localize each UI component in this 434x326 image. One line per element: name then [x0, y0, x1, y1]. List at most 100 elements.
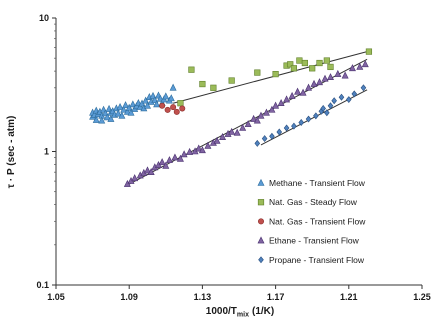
data-point: [144, 101, 151, 109]
data-point: [283, 95, 291, 103]
data-point: [120, 105, 128, 113]
x-axis-title-unit: (1/K): [252, 306, 274, 317]
x-tick-label: 1.25: [413, 292, 431, 302]
x-axis-title: 1000/Tmix (1/K): [206, 306, 274, 319]
x-axis-title-main: 1000/T: [206, 306, 237, 317]
data-point: [165, 156, 173, 164]
data-point: [338, 93, 345, 101]
data-point: [228, 77, 235, 84]
data-point: [331, 97, 337, 105]
data-point: [323, 57, 330, 64]
legend-label: Propane - Transient Flow: [269, 255, 365, 265]
data-point: [324, 109, 330, 117]
data-point: [253, 116, 261, 124]
y-axis-ticks: 0.1 1 10: [36, 13, 56, 290]
data-point: [305, 83, 313, 91]
data-point: [171, 153, 179, 161]
legend-label: Nat. Gas - Transient Flow: [269, 216, 366, 226]
data-point: [170, 104, 177, 111]
data-point: [276, 128, 283, 136]
data-point: [228, 127, 236, 135]
y-tick-label: 10: [39, 13, 49, 23]
data-point: [195, 144, 203, 152]
x-tick-label: 1.09: [120, 292, 138, 302]
data-point: [291, 122, 297, 130]
data-point: [254, 69, 261, 76]
data-point: [162, 92, 170, 100]
data-point: [327, 102, 334, 110]
data-point: [162, 161, 170, 169]
data-point: [321, 74, 329, 82]
data-point: [361, 60, 369, 68]
data-point: [198, 146, 206, 154]
data-point: [131, 174, 139, 182]
data-point: [188, 66, 195, 73]
data-point: [210, 84, 217, 91]
data-point: [244, 120, 252, 128]
data-point: [204, 141, 212, 149]
data-point: [360, 84, 367, 92]
data-point: [158, 158, 166, 166]
data-point: [327, 73, 334, 81]
data-point: [283, 124, 290, 132]
data-point: [346, 96, 352, 104]
data-point: [129, 100, 137, 108]
y-tick-label: 0.1: [36, 280, 49, 290]
legend-marker: [257, 178, 265, 186]
data-point: [348, 64, 356, 72]
data-point: [365, 48, 373, 55]
data-point: [356, 62, 364, 70]
data-point: [118, 111, 126, 119]
data-point: [180, 150, 188, 158]
data-point: [103, 113, 111, 121]
legend-label: Nat. Gas - Steady Flow: [269, 197, 358, 207]
data-point: [169, 83, 177, 91]
data-point: [288, 91, 296, 99]
data-point: [294, 87, 302, 95]
data-point: [299, 88, 307, 96]
data-point: [136, 102, 144, 110]
data-point: [177, 100, 184, 107]
data-point: [114, 109, 122, 117]
x-tick-label: 1.17: [267, 292, 285, 302]
data-point: [173, 108, 180, 115]
data-point: [250, 114, 258, 122]
x-axis-title-subscript: mix: [237, 312, 249, 319]
data-point: [144, 166, 151, 174]
data-point: [301, 59, 308, 67]
data-point: [351, 90, 358, 98]
data-point: [125, 103, 133, 111]
legend: Methane - Transient Flow Nat. Gas - Stead…: [257, 178, 366, 265]
data-point: [309, 65, 316, 72]
legend-marker: [257, 199, 265, 206]
data-point: [272, 101, 280, 109]
data-point: [98, 116, 106, 124]
data-point: [313, 112, 319, 120]
data-point: [123, 107, 131, 115]
data-point: [334, 69, 342, 77]
data-point: [186, 147, 194, 155]
data-point: [164, 106, 171, 113]
data-point: [290, 65, 298, 72]
data-point: [298, 118, 305, 126]
legend-label: Methane - Transient Flow: [269, 178, 366, 188]
y-axis-title: τ · P (sec - atm): [6, 116, 17, 189]
data-point: [147, 168, 155, 175]
data-point: [305, 115, 312, 123]
data-point: [239, 123, 247, 131]
data-point: [116, 102, 124, 110]
data-point: [199, 80, 206, 88]
data-point: [176, 154, 184, 162]
data-point: [261, 135, 268, 143]
x-axis-ticks: 1.05 1.09 1.13 1.17 1.21 1.25: [47, 285, 431, 302]
data-point: [316, 78, 324, 86]
data-point: [233, 128, 241, 136]
data-point: [341, 71, 349, 79]
data-point: [277, 99, 285, 107]
data-point: [262, 108, 270, 116]
x-tick-label: 1.13: [194, 292, 212, 302]
data-point: [127, 108, 135, 116]
data-point: [167, 94, 175, 102]
